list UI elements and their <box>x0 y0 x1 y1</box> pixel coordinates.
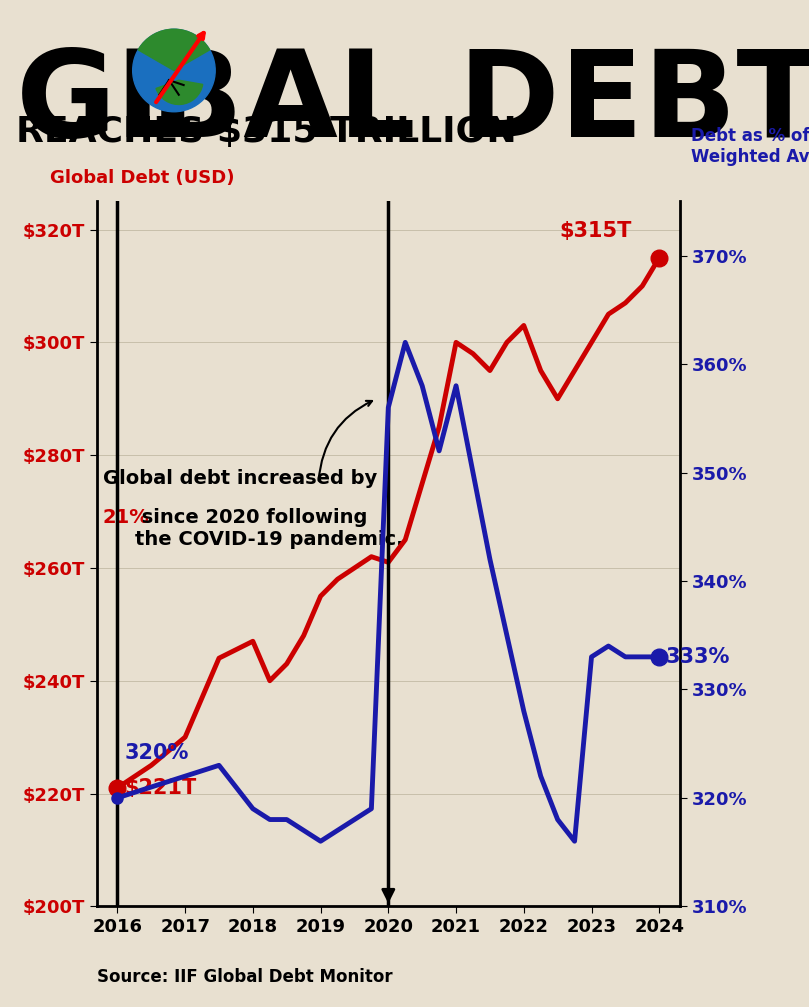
Text: REACHES $315 TRILLION: REACHES $315 TRILLION <box>16 115 517 149</box>
Circle shape <box>133 29 215 112</box>
Text: $315T: $315T <box>560 221 632 241</box>
Text: Debt as % of GDP,
Weighted Average: Debt as % of GDP, Weighted Average <box>691 127 809 166</box>
Text: Global debt increased by: Global debt increased by <box>103 469 377 511</box>
Wedge shape <box>156 81 203 105</box>
Text: 333%: 333% <box>666 646 731 667</box>
Text: Source: IIF Global Debt Monitor: Source: IIF Global Debt Monitor <box>97 968 392 986</box>
Text: $221T: $221T <box>124 777 197 798</box>
Text: 320%: 320% <box>124 742 188 762</box>
Text: 21%: 21% <box>103 509 150 527</box>
Wedge shape <box>138 29 210 70</box>
Text: GL: GL <box>16 45 194 162</box>
Text: Global Debt (USD): Global Debt (USD) <box>50 169 235 187</box>
Text: BAL DEBT: BAL DEBT <box>150 45 809 162</box>
Text: since 2020 following
the COVID-19 pandemic.: since 2020 following the COVID-19 pandem… <box>135 509 404 549</box>
